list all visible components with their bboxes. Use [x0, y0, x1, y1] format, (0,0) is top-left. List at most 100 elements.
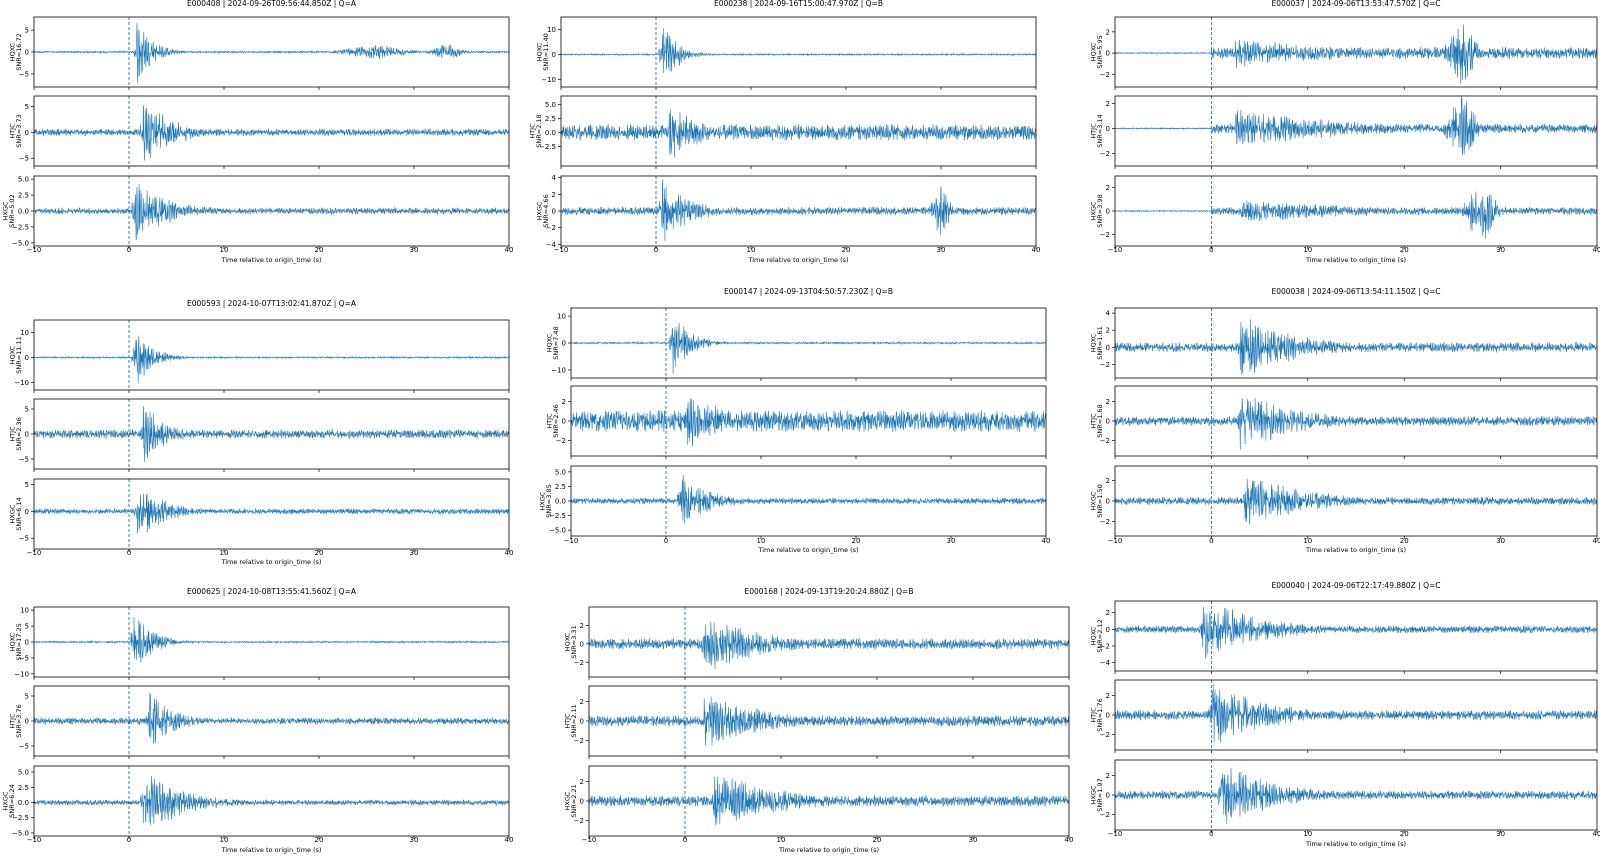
- subplot-title: E000168 | 2024-09-13T19:20:24.880Z | Q=B: [745, 587, 914, 596]
- y-tick-label: −2: [1100, 643, 1110, 651]
- y-tick-label: 2: [1106, 327, 1110, 335]
- subplot-title: E000038 | 2024-09-06T13:54:11.150Z | Q=C: [1271, 287, 1440, 296]
- axes-frame: [33, 478, 510, 550]
- y-axis-label: HXGCSNR=1.97: [1089, 778, 1104, 811]
- waveform-trace: [1115, 398, 1597, 450]
- axes-frame: [560, 95, 1037, 167]
- x-tick-label: 20: [842, 246, 851, 254]
- y-tick-label: 0: [25, 354, 29, 362]
- waveform-trace: [34, 105, 509, 161]
- x-tick-label: 0: [654, 246, 658, 254]
- x-tick-label: 0: [127, 836, 131, 844]
- subplot-title: E000238 | 2024-09-16T15:00:47.970Z | Q=B: [714, 0, 883, 8]
- x-tick-label: 20: [873, 836, 882, 844]
- y-tick-label: −5: [19, 654, 29, 662]
- channel-name: HTJC: [563, 713, 571, 729]
- y-tick-label: 2: [580, 622, 584, 630]
- x-tick-label: 20: [315, 246, 324, 254]
- x-tick-label: −10: [582, 836, 597, 844]
- y-tick-label: 0: [25, 639, 29, 647]
- x-tick-label: 10: [777, 836, 786, 844]
- channel-name: HTJC: [545, 413, 553, 429]
- channel-name: HQXC: [8, 42, 16, 61]
- channel-name: HXGC: [1, 201, 9, 220]
- event-subplot-9: E000040 | 2024-09-06T22:17:49.880Z | Q=C…: [1089, 581, 1600, 848]
- y-tick-label: −2: [574, 817, 584, 825]
- y-tick-label: 2.5: [545, 115, 556, 123]
- x-tick-label: 30: [937, 246, 946, 254]
- y-tick-label: −2: [1100, 437, 1110, 445]
- subplot-title: E000147 | 2024-09-13T04:50:57.230Z | Q=B: [724, 287, 893, 296]
- y-axis-label: HTJCSNR=3.14: [1089, 114, 1104, 147]
- y-axis-label: HTJCSNR=2.46: [545, 404, 560, 437]
- x-tick-label: −10: [27, 246, 42, 254]
- channel-panel-hqxc: −10 −5 0 5 10 HQXCSNR=17.25: [8, 606, 510, 680]
- event-subplot-3: E000037 | 2024-09-06T13:53:47.570Z | Q=C…: [1089, 0, 1600, 264]
- y-tick-label: 2: [1106, 692, 1110, 700]
- snr-value: SNR=2.18: [535, 114, 543, 147]
- y-tick-label: −2: [1100, 71, 1110, 79]
- y-tick-label: 10: [20, 607, 29, 615]
- snr-value: SNR=1.76: [1096, 698, 1104, 731]
- y-tick-label: 2: [580, 778, 584, 786]
- snr-value: SNR=11.40: [542, 33, 550, 71]
- snr-value: SNR=3.14: [1096, 114, 1104, 147]
- y-tick-label: 4: [552, 174, 557, 182]
- axes-frame: [33, 765, 510, 837]
- event-subplot-5: E000147 | 2024-09-13T04:50:57.230Z | Q=B…: [538, 287, 1050, 554]
- waveform-trace: [561, 28, 1036, 73]
- channel-name: HTJC: [8, 713, 16, 729]
- waveform-trace: [589, 696, 1069, 746]
- y-tick-label: 0.0: [555, 498, 566, 506]
- x-axis-label: Time relative to origin_time (s): [778, 846, 879, 854]
- y-tick-label: 5: [25, 406, 29, 414]
- x-tick-label: −10: [554, 246, 569, 254]
- y-tick-label: 0: [552, 51, 556, 59]
- waveform-trace: [34, 692, 509, 744]
- axes-frame: [588, 606, 1070, 678]
- snr-value: SNR=5.95: [1096, 35, 1104, 68]
- y-tick-label: −2: [1100, 361, 1110, 369]
- x-axis-label: Time relative to origin_time (s): [1305, 256, 1406, 264]
- y-tick-label: 0.0: [18, 208, 29, 216]
- x-tick-label: 10: [757, 537, 766, 545]
- y-tick-label: 5: [25, 27, 29, 35]
- waveform-trace: [1115, 96, 1597, 156]
- channel-name: HQXC: [563, 632, 571, 651]
- x-axis-label: Time relative to origin_time (s): [747, 256, 848, 264]
- y-axis-label: HXGCSNR=3.98: [1089, 194, 1104, 227]
- event-subplot-8: E000168 | 2024-09-13T19:20:24.880Z | Q=B…: [563, 587, 1073, 854]
- x-tick-label: 10: [1303, 830, 1312, 838]
- waveform-trace: [561, 108, 1036, 158]
- snr-value: SNR=6.14: [15, 497, 23, 530]
- y-axis-label: HXGCSNR=4.66: [535, 194, 550, 227]
- snr-value: SNR=3.76: [15, 704, 23, 737]
- channel-name: HXGC: [1089, 491, 1097, 510]
- y-tick-label: −2: [1100, 518, 1110, 526]
- waveform-trace: [34, 183, 509, 240]
- snr-value: SNR=3.73: [15, 114, 23, 147]
- axes-frame: [1114, 600, 1598, 672]
- y-tick-label: −2: [1100, 231, 1110, 239]
- y-tick-label: 0: [1106, 50, 1110, 58]
- x-axis-label: Time relative to origin_time (s): [220, 558, 321, 566]
- y-tick-label: 0: [1106, 208, 1110, 216]
- x-tick-label: 10: [220, 836, 229, 844]
- subplot-title: E000040 | 2024-09-06T22:17:49.880Z | Q=C: [1271, 581, 1440, 590]
- y-tick-label: −5: [19, 155, 29, 163]
- snr-value: SNR=2.11: [570, 704, 578, 737]
- y-tick-label: 2: [1106, 609, 1110, 617]
- channel-name: HXGC: [1, 791, 9, 810]
- y-tick-label: 0.0: [545, 129, 556, 137]
- y-tick-label: 0: [580, 798, 584, 806]
- axes-frame: [560, 16, 1037, 88]
- snr-value: SNR=7.48: [552, 326, 560, 359]
- snr-value: SNR=3.31: [570, 625, 578, 658]
